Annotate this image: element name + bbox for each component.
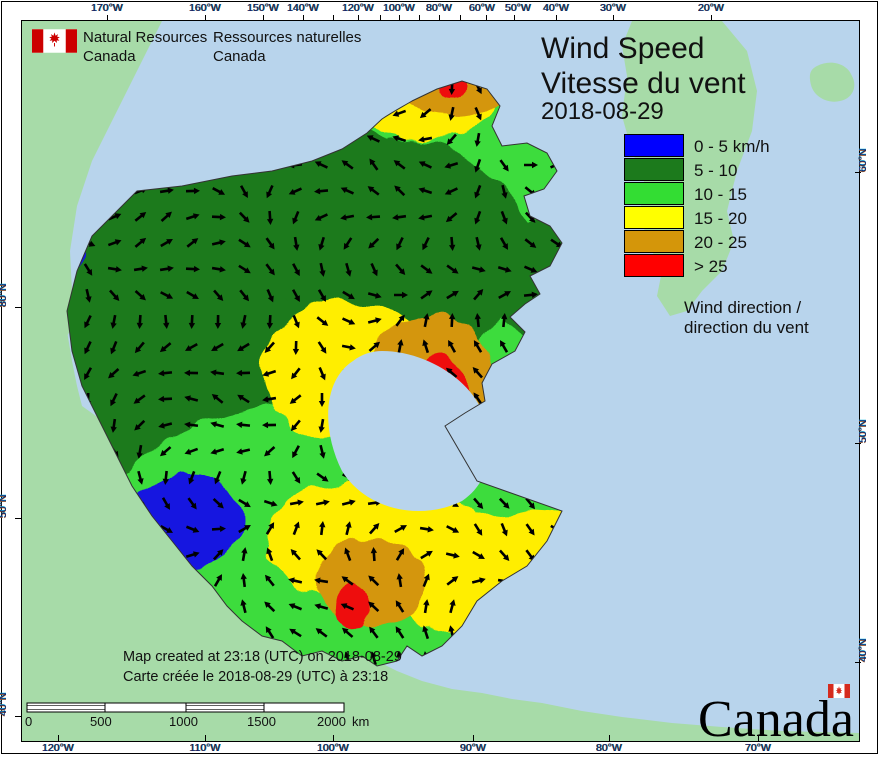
svg-text:1500: 1500 <box>247 714 276 729</box>
svg-text:km: km <box>352 714 369 729</box>
svg-text:500: 500 <box>90 714 112 729</box>
svg-text:2000: 2000 <box>317 714 346 729</box>
svg-text:1000: 1000 <box>169 714 198 729</box>
svg-text:0: 0 <box>25 714 32 729</box>
